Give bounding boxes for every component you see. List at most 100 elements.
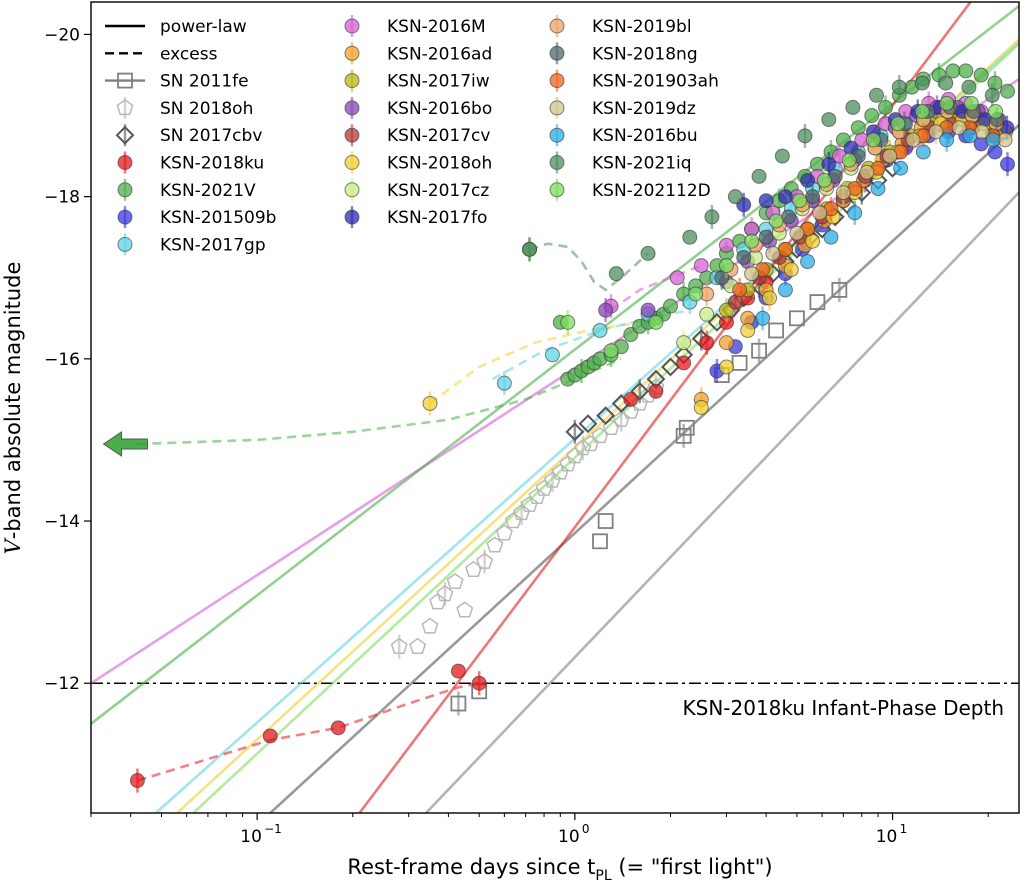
data-point — [421, 617, 439, 634]
data-point — [988, 103, 1004, 119]
series-ksn-2021iq — [522, 75, 1000, 282]
data-point — [984, 87, 1000, 103]
legend-entry-sn-2011fe: SN 2011fe — [105, 72, 249, 92]
data-point — [777, 282, 793, 298]
data-point — [891, 79, 907, 95]
data-point — [504, 512, 522, 529]
data-point — [821, 112, 837, 128]
data-point — [669, 270, 685, 286]
legend-entry-ksn-2016bu: KSN-2016bu — [549, 124, 698, 147]
data-point — [958, 63, 974, 79]
data-point — [882, 148, 898, 164]
data-point — [870, 181, 886, 197]
data-point — [528, 487, 546, 504]
data-point — [783, 262, 799, 278]
data-point — [578, 414, 598, 434]
data-point — [962, 128, 978, 144]
data-point — [592, 322, 608, 338]
x-tick-label: 10 — [876, 827, 898, 847]
data-point — [471, 675, 487, 691]
power-law-sn-2011fe — [425, 191, 1019, 813]
legend-label: KSN-2017iw — [387, 72, 490, 92]
data-point — [544, 347, 560, 363]
data-point — [592, 533, 608, 550]
legend-marker — [549, 182, 565, 198]
legend-marker — [549, 45, 565, 61]
legend-entry-ksn-2018ng: KSN-2018ng — [549, 42, 698, 65]
x-tick-label: 10 — [558, 827, 580, 847]
data-point — [608, 266, 624, 282]
data-point — [945, 63, 961, 79]
data-point — [129, 773, 145, 789]
legend-label: SN 2011fe — [160, 72, 249, 92]
data-point — [675, 427, 692, 444]
legend-label: KSN-2016bu — [592, 126, 698, 146]
legend-marker — [344, 45, 360, 61]
data-point — [961, 79, 977, 95]
legend-marker — [117, 72, 133, 89]
data-point — [777, 189, 793, 205]
data-point — [755, 310, 771, 326]
data-point — [732, 282, 748, 298]
data-series — [129, 62, 1015, 793]
data-point — [847, 205, 863, 221]
data-point — [835, 185, 851, 201]
data-point — [422, 395, 438, 411]
data-point — [865, 132, 881, 148]
data-point — [792, 193, 808, 209]
depth-line-label: KSN-2018ku Infant-Phase Depth — [683, 696, 1004, 720]
data-point — [450, 663, 466, 679]
legend-marker — [549, 100, 565, 116]
data-point — [718, 335, 734, 351]
data-point — [938, 75, 954, 91]
series-ksn-202112d — [560, 95, 1004, 359]
data-point — [831, 282, 848, 298]
data-point — [582, 435, 599, 452]
legend-marker — [549, 18, 565, 34]
legend-marker — [344, 18, 360, 34]
data-point — [496, 375, 512, 391]
left-arrow-icon — [102, 431, 149, 457]
data-point — [751, 168, 767, 184]
data-point — [774, 148, 790, 164]
data-point — [789, 310, 805, 327]
data-point — [809, 294, 826, 310]
legend-label: KSN-2021iq — [592, 154, 692, 174]
data-point — [648, 314, 664, 330]
data-point — [678, 419, 695, 436]
data-point — [816, 172, 832, 188]
data-point — [450, 695, 467, 712]
legend-entry-ksn-2021iq: KSN-2021iq — [549, 151, 692, 174]
data-point — [939, 95, 955, 111]
legend-label: KSN-2019dz — [592, 99, 696, 119]
data-point — [522, 241, 538, 257]
legend-entry-ksn-201509b: KSN-201509b — [117, 206, 276, 229]
legend-label: KSN-2016M — [387, 17, 486, 37]
legend-entry-ksn-2019dz: KSN-2019dz — [549, 96, 696, 119]
data-point — [744, 233, 760, 249]
data-point — [330, 720, 346, 736]
data-point — [877, 99, 893, 115]
data-point — [693, 400, 709, 415]
legend-label: SN 2018oh — [160, 99, 253, 119]
data-point — [973, 67, 989, 83]
y-tick-label: −18 — [44, 188, 80, 208]
legend-label: KSN-2017cv — [387, 126, 490, 146]
data-point — [718, 258, 734, 274]
legend-entry-ksn-2017gp: KSN-2017gp — [117, 233, 266, 256]
data-point — [859, 164, 875, 180]
data-point — [574, 439, 592, 456]
data-point — [699, 335, 715, 351]
y-tick-label: −20 — [44, 25, 80, 45]
legend-entry-ksn-2018oh: KSN-2018oh — [344, 151, 492, 174]
legend-marker — [344, 155, 360, 170]
y-tick-label: −14 — [44, 512, 80, 532]
data-point — [596, 406, 616, 426]
data-point — [662, 298, 678, 314]
excess-ksn-2021iq — [529, 242, 649, 292]
data-point — [693, 258, 709, 274]
legend-entry-sn-2017cbv: SN 2017cbv — [115, 124, 262, 147]
data-point — [762, 290, 778, 306]
legend-label: excess — [160, 44, 218, 64]
data-point — [598, 302, 614, 318]
